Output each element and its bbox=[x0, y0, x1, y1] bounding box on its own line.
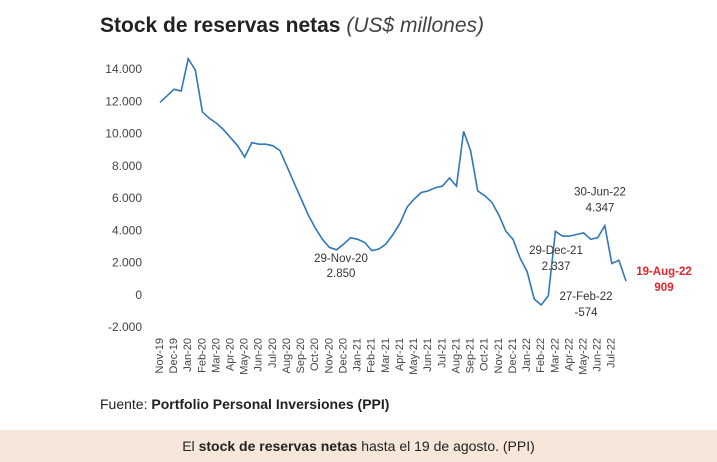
data-line bbox=[159, 56, 627, 307]
y-tick-label: 0 bbox=[135, 288, 142, 302]
x-tick-label: Jan-22 bbox=[521, 338, 533, 372]
x-tick-label: Sep-20 bbox=[295, 338, 307, 373]
x-tick-label: Mar-21 bbox=[380, 338, 392, 373]
x-tick-label: Dec-21 bbox=[507, 338, 519, 373]
y-tick-label: 6.000 bbox=[112, 191, 142, 205]
x-tick-label: Jan-20 bbox=[182, 338, 194, 372]
y-tick-label: 4.000 bbox=[112, 223, 142, 237]
title: Stock de reservas netas bbox=[100, 14, 340, 37]
annotation-date: 29-Dec-21 bbox=[529, 245, 583, 257]
annotation-value: 2.337 bbox=[542, 261, 571, 273]
x-tick-label: Oct-21 bbox=[479, 338, 491, 371]
annotation-date: 29-Nov-20 bbox=[314, 253, 368, 265]
x-tick-label: Mar-22 bbox=[549, 338, 561, 373]
chart: Stock de reservas netas (US$ millones) F… bbox=[100, 14, 692, 412]
chart-title: Stock de reservas netas (US$ millones) bbox=[100, 14, 484, 37]
annotation-value: 2.850 bbox=[327, 268, 356, 280]
x-tick-label: Mar-20 bbox=[210, 338, 222, 373]
y-tick-label: 8.000 bbox=[112, 159, 142, 173]
title-unit: (US$ millones) bbox=[346, 14, 484, 37]
x-tick-label: Feb-20 bbox=[196, 338, 208, 373]
x-tick-label: Sep-21 bbox=[465, 338, 477, 373]
x-tick-label: Jun-20 bbox=[253, 338, 265, 372]
x-tick-label: Dec-20 bbox=[337, 338, 349, 373]
caption-text: hasta el 19 de agosto. (PPI) bbox=[361, 438, 535, 454]
x-tick-label: Jan-21 bbox=[352, 338, 364, 372]
x-tick-label: Nov-20 bbox=[323, 338, 335, 373]
x-tick-label: May-21 bbox=[408, 338, 420, 375]
y-tick-label: 14.000 bbox=[105, 62, 142, 76]
x-tick-label: Jun-21 bbox=[422, 338, 434, 372]
annotation-value: 4.347 bbox=[586, 203, 615, 215]
y-tick-label: 10.000 bbox=[105, 127, 142, 141]
x-tick-label: Jul-22 bbox=[606, 338, 618, 368]
annotation-value: 909 bbox=[654, 282, 673, 294]
source-name: Portfolio Personal Inversiones (PPI) bbox=[151, 396, 389, 412]
x-tick-label: Nov-21 bbox=[493, 338, 505, 373]
caption-bold: stock de reservas netas bbox=[198, 438, 358, 454]
x-tick-label: Apr-20 bbox=[225, 338, 237, 371]
source: Fuente: Portfolio Personal Inversiones (… bbox=[100, 396, 389, 412]
y-tick-label: 2.000 bbox=[112, 256, 142, 270]
source-prefix: Fuente: bbox=[100, 396, 147, 412]
x-tick-label: Aug-20 bbox=[281, 338, 293, 373]
caption: El stock de reservas netas hasta el 19 d… bbox=[0, 430, 717, 462]
x-tick-label: Jul-20 bbox=[267, 338, 279, 368]
y-tick-label: -2.000 bbox=[108, 320, 142, 334]
x-tick-label: Apr-21 bbox=[394, 338, 406, 371]
x-tick-label: Feb-22 bbox=[535, 338, 547, 373]
x-tick-label: Nov-19 bbox=[154, 338, 166, 373]
x-tick-label: May-20 bbox=[239, 338, 251, 375]
y-tick-label: 12.000 bbox=[105, 94, 142, 108]
x-tick-label: Jun-22 bbox=[592, 338, 604, 372]
annotation-date: 19-Aug-22 bbox=[636, 266, 692, 278]
x-tick-label: Jul-21 bbox=[436, 338, 448, 368]
x-tick-label: Apr-22 bbox=[563, 338, 575, 371]
x-tick-label: Aug-21 bbox=[450, 338, 462, 373]
x-tick-label: Oct-20 bbox=[309, 338, 321, 371]
annotation-value: -574 bbox=[574, 307, 598, 319]
annotation-date: 30-Jun-22 bbox=[574, 187, 626, 199]
x-tick-label: May-22 bbox=[578, 338, 590, 375]
caption-text: El bbox=[182, 438, 195, 454]
x-tick-label: Dec-19 bbox=[168, 338, 180, 373]
annotation-date: 27-Feb-22 bbox=[559, 291, 612, 303]
x-tick-label: Feb-21 bbox=[366, 338, 378, 373]
